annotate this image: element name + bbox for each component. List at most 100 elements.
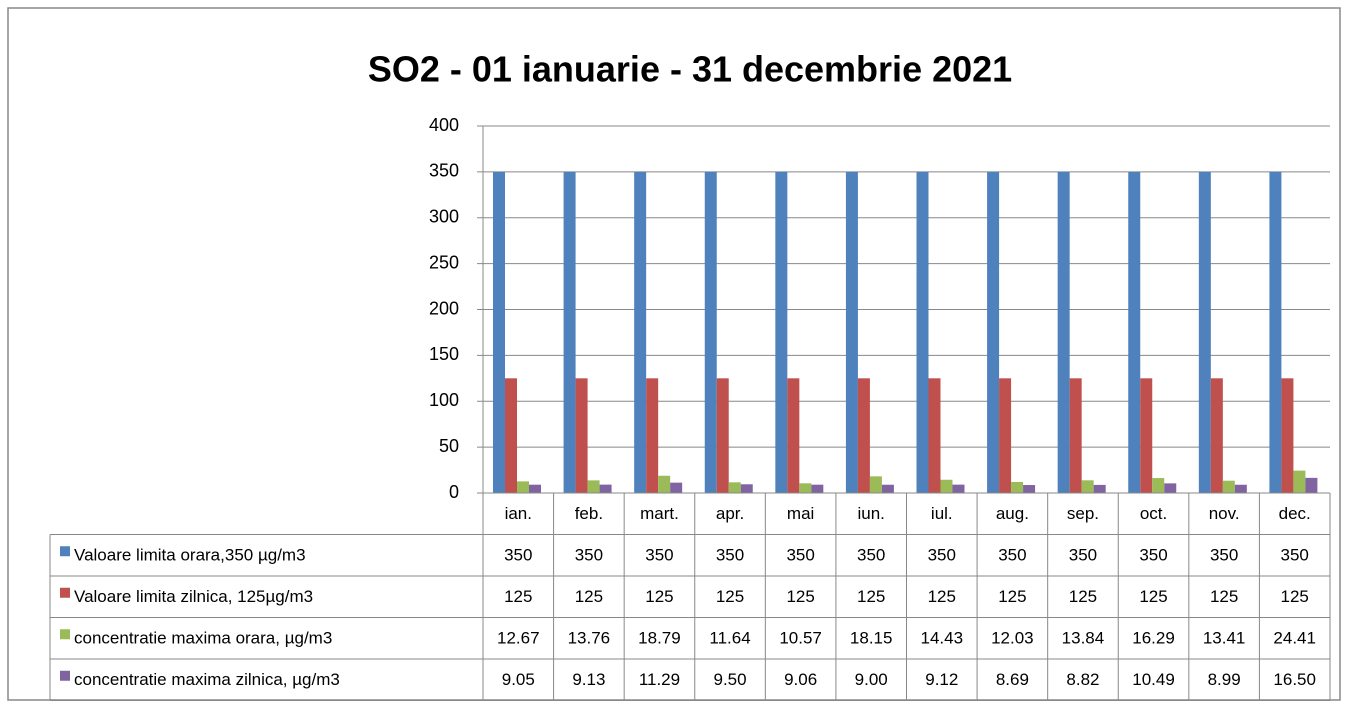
legend-label: Valoare limita orara,350 µg/m3 (74, 546, 306, 565)
y-tick-label: 350 (429, 161, 459, 181)
table-value: 125 (1069, 587, 1097, 606)
bar (1164, 483, 1177, 493)
table-value: 9.05 (502, 670, 535, 689)
table-value: 350 (786, 546, 814, 565)
x-tick-label: feb. (575, 504, 603, 523)
bar (845, 171, 858, 493)
table-value: 24.41 (1273, 629, 1316, 648)
bar (1305, 477, 1318, 493)
bar (493, 171, 505, 493)
legend-label: Valoare limita zilnica, 125µg/m3 (74, 587, 313, 606)
table-value: 350 (1281, 546, 1309, 565)
table-value: 350 (1139, 546, 1167, 565)
table-value: 125 (857, 587, 885, 606)
y-tick-label: 400 (429, 115, 459, 135)
bar (987, 171, 1000, 493)
table-value: 8.99 (1208, 670, 1241, 689)
table-value: 350 (504, 546, 532, 565)
table-value: 9.50 (713, 670, 746, 689)
chart-title: SO2 - 01 ianuarie - 31 decembrie 2021 (368, 49, 1012, 90)
x-tick-label: oct. (1140, 504, 1167, 523)
bar (1011, 481, 1024, 493)
table-value: 125 (645, 587, 673, 606)
table-value: 350 (716, 546, 744, 565)
table-value: 9.12 (925, 670, 958, 689)
table-value: 10.49 (1132, 670, 1175, 689)
table-value: 12.67 (497, 629, 540, 648)
table-value: 350 (998, 546, 1026, 565)
table-value: 350 (928, 546, 956, 565)
table-value: 350 (857, 546, 885, 565)
bar (1234, 484, 1247, 493)
bar (575, 378, 588, 493)
table-value: 350 (1210, 546, 1238, 565)
bar (1128, 171, 1141, 493)
bar (1222, 480, 1235, 493)
table-value: 8.69 (996, 670, 1029, 689)
x-tick-label: iun. (857, 504, 884, 523)
bar (658, 475, 671, 493)
bar (999, 378, 1012, 493)
table-value: 125 (504, 587, 532, 606)
bar (869, 476, 882, 493)
table-value: 125 (1281, 587, 1309, 606)
y-tick-label: 0 (449, 482, 459, 502)
bar (1023, 485, 1036, 493)
table-value: 14.43 (921, 629, 964, 648)
table-value: 125 (928, 587, 956, 606)
x-tick-label: aug. (996, 504, 1029, 523)
bar (587, 480, 600, 493)
x-tick-label: iul. (931, 504, 953, 523)
table-value: 125 (716, 587, 744, 606)
bar (857, 378, 870, 493)
table-value: 125 (575, 587, 603, 606)
bar (940, 479, 953, 493)
legend-label: concentratie maxima orara, µg/m3 (74, 629, 332, 648)
table-value: 16.50 (1273, 670, 1316, 689)
table-value: 350 (645, 546, 673, 565)
bar (1269, 171, 1282, 493)
y-tick-label: 300 (429, 207, 459, 227)
x-tick-label: dec. (1279, 504, 1311, 523)
bar (811, 484, 824, 493)
table-value: 16.29 (1132, 629, 1175, 648)
bar (505, 378, 517, 493)
table-value: 125 (786, 587, 814, 606)
bar (775, 171, 788, 493)
bar (952, 484, 965, 493)
table-value: 125 (1139, 587, 1167, 606)
bar (1057, 171, 1070, 493)
bar (928, 378, 941, 493)
bar (646, 378, 659, 493)
bar (1281, 378, 1294, 493)
table-value: 125 (1210, 587, 1238, 606)
bar (916, 171, 929, 493)
bar (881, 484, 894, 493)
bar (563, 171, 576, 493)
legend-label: concentratie maxima zilnica, µg/m3 (74, 670, 340, 689)
table-value: 12.03 (991, 629, 1034, 648)
legend-swatch (60, 629, 70, 640)
bar (517, 481, 529, 493)
y-tick-label: 50 (439, 436, 459, 456)
bar (634, 171, 647, 493)
table-value: 13.84 (1062, 629, 1105, 648)
bar (787, 378, 800, 493)
bar (799, 483, 812, 493)
bar (728, 482, 741, 493)
x-tick-label: ian. (505, 504, 532, 523)
bar (670, 482, 683, 493)
bar (1198, 171, 1211, 493)
bar (1093, 484, 1106, 493)
table-value: 10.57 (779, 629, 822, 648)
table-value: 13.41 (1203, 629, 1246, 648)
x-tick-label: nov. (1209, 504, 1240, 523)
table-value: 125 (998, 587, 1026, 606)
bar (599, 484, 612, 493)
legend-swatch (60, 546, 70, 557)
bar (529, 484, 541, 493)
bar (1293, 470, 1306, 493)
y-tick-label: 100 (429, 390, 459, 410)
table-value: 11.29 (639, 670, 680, 689)
